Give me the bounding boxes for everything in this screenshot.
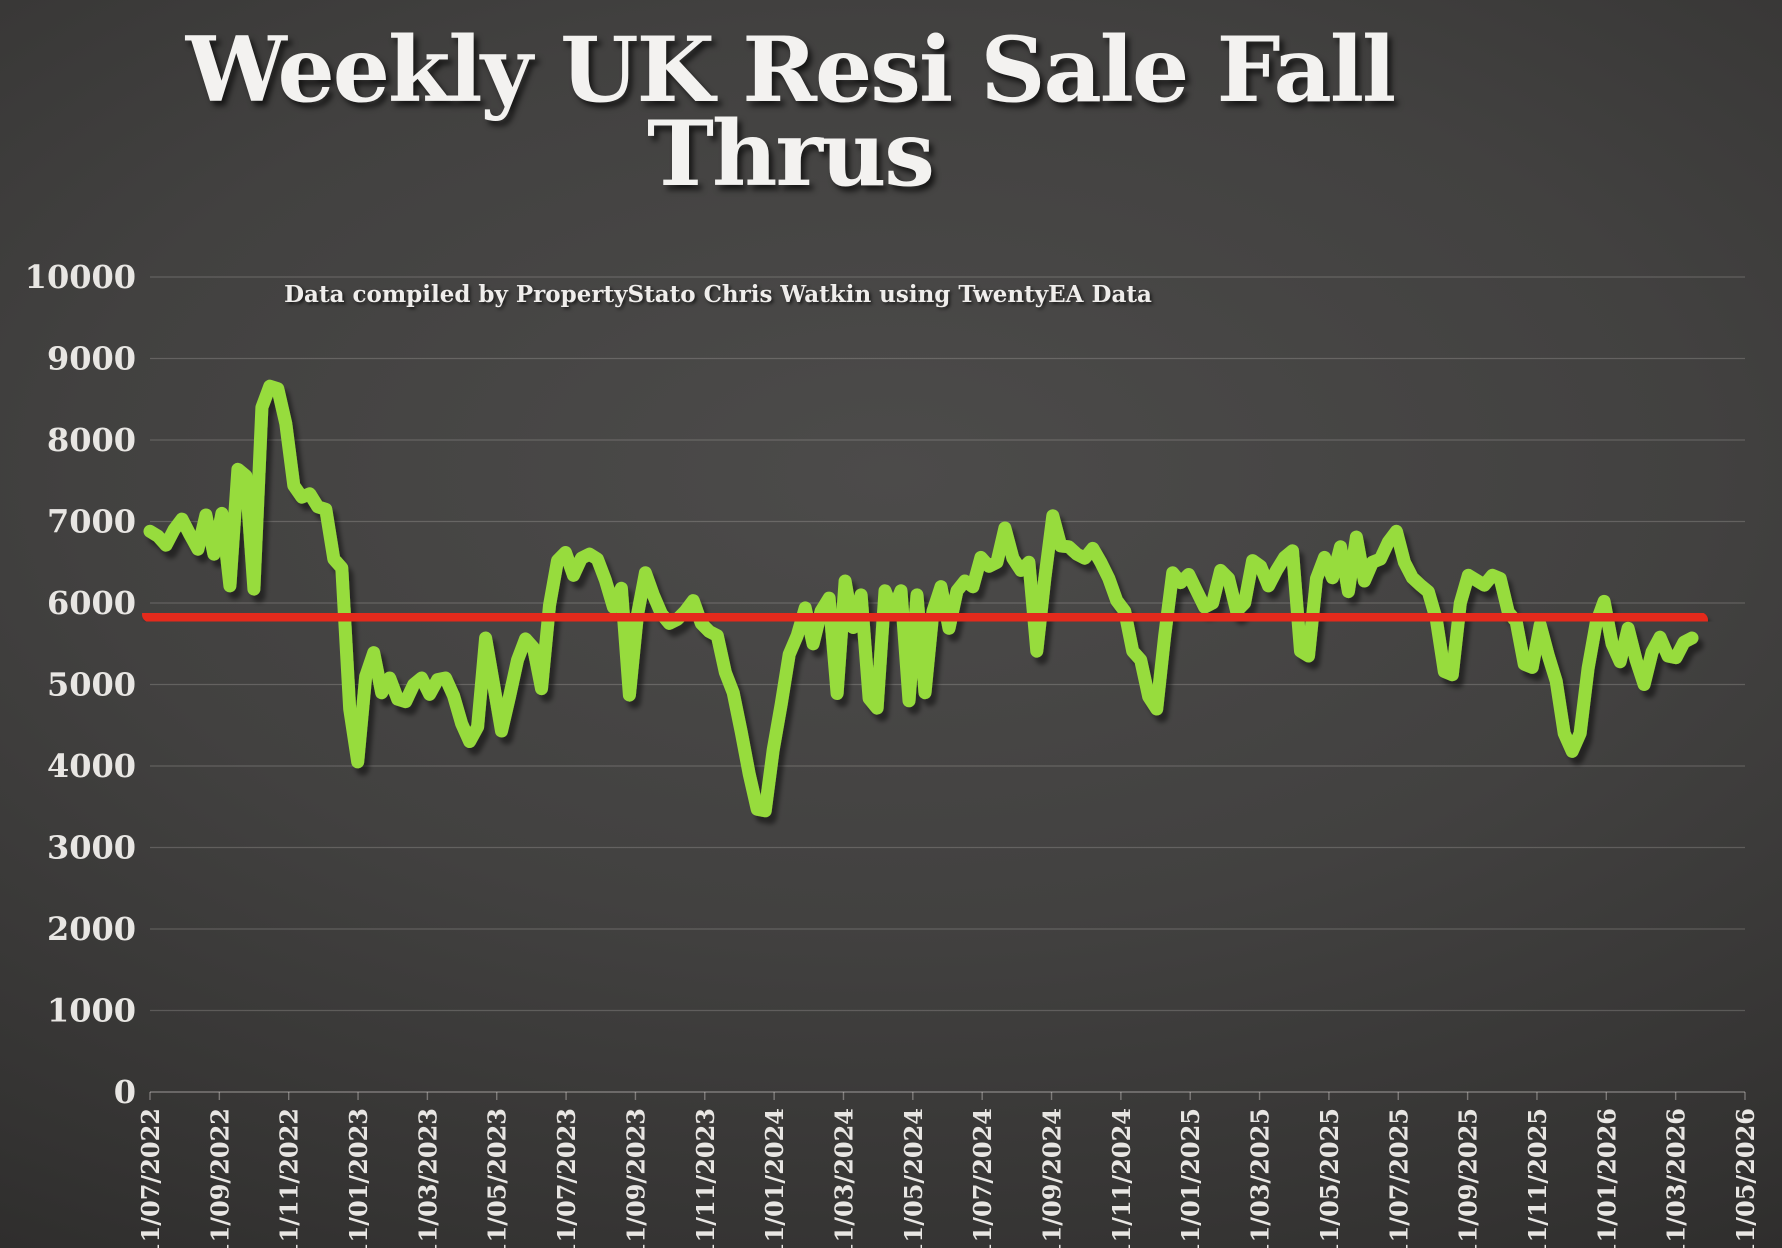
x-axis-label: 11/09/2025 xyxy=(1454,1108,1483,1248)
y-axis-label: 1000 xyxy=(47,992,136,1030)
x-axis-label: 11/03/2024 xyxy=(829,1108,858,1248)
x-axis-label: 11/03/2023 xyxy=(413,1108,442,1248)
axis-labels: 0 1000 2000 3000 4000 5000 6000 7000 8000 9000 100… xyxy=(25,258,1760,1248)
fall-thru-line xyxy=(143,379,1699,818)
y-axis-label: 8000 xyxy=(47,421,136,459)
x-axis-label: 11/09/2024 xyxy=(1038,1108,1067,1248)
x-axis-label: 11/05/2023 xyxy=(483,1108,512,1248)
x-axis-label: 11/03/2025 xyxy=(1246,1108,1275,1248)
x-axis-label: 11/07/2022 xyxy=(136,1108,165,1248)
x-axis-label: 11/03/2026 xyxy=(1662,1108,1691,1248)
x-axis-label: 11/05/2026 xyxy=(1731,1108,1760,1248)
x-axis-label: 11/05/2024 xyxy=(899,1108,928,1248)
x-axis-label: 11/11/2022 xyxy=(275,1108,304,1248)
chart-title-line1: Weekly UK Resi Sale Fall xyxy=(185,17,1396,123)
x-axis-label: 11/09/2023 xyxy=(621,1108,650,1248)
chart-title-line2: Thrus xyxy=(647,101,935,207)
x-axis-label: 11/01/2025 xyxy=(1176,1108,1205,1248)
y-axis-label: 7000 xyxy=(47,503,136,541)
x-axis-label: 11/07/2025 xyxy=(1384,1108,1413,1248)
x-axis-label: 11/11/2023 xyxy=(691,1108,720,1248)
x-axis-label: 11/01/2026 xyxy=(1592,1108,1621,1248)
x-axis-label: 11/11/2024 xyxy=(1107,1108,1136,1248)
gridlines xyxy=(149,276,1746,1100)
y-axis-label: 3000 xyxy=(47,829,136,867)
x-axis-label: 11/07/2023 xyxy=(552,1108,581,1248)
y-axis-label: 10000 xyxy=(25,258,136,296)
x-axis-label: 11/01/2024 xyxy=(760,1108,789,1248)
x-axis-label: 11/09/2022 xyxy=(205,1108,234,1248)
y-axis-label: 6000 xyxy=(47,584,136,622)
chart-title: Weekly UK Resi Sale Fall Thrus xyxy=(0,17,1580,207)
y-axis-label: 2000 xyxy=(47,910,136,948)
x-axis-label: 11/05/2025 xyxy=(1315,1108,1344,1248)
x-axis-label: 11/01/2023 xyxy=(344,1108,373,1248)
x-axis-label: 11/07/2024 xyxy=(968,1108,997,1248)
data-series xyxy=(142,379,1708,818)
y-axis-label: 5000 xyxy=(47,666,136,704)
chart-subtitle: Data compiled by PropertyStato Chris Wat… xyxy=(284,281,1152,308)
x-axis-label: 11/11/2025 xyxy=(1523,1108,1552,1248)
trend-line xyxy=(142,606,1708,629)
y-axis-label: 0 xyxy=(114,1073,136,1111)
y-axis-label: 9000 xyxy=(47,340,136,378)
y-axis-label: 4000 xyxy=(47,747,136,785)
